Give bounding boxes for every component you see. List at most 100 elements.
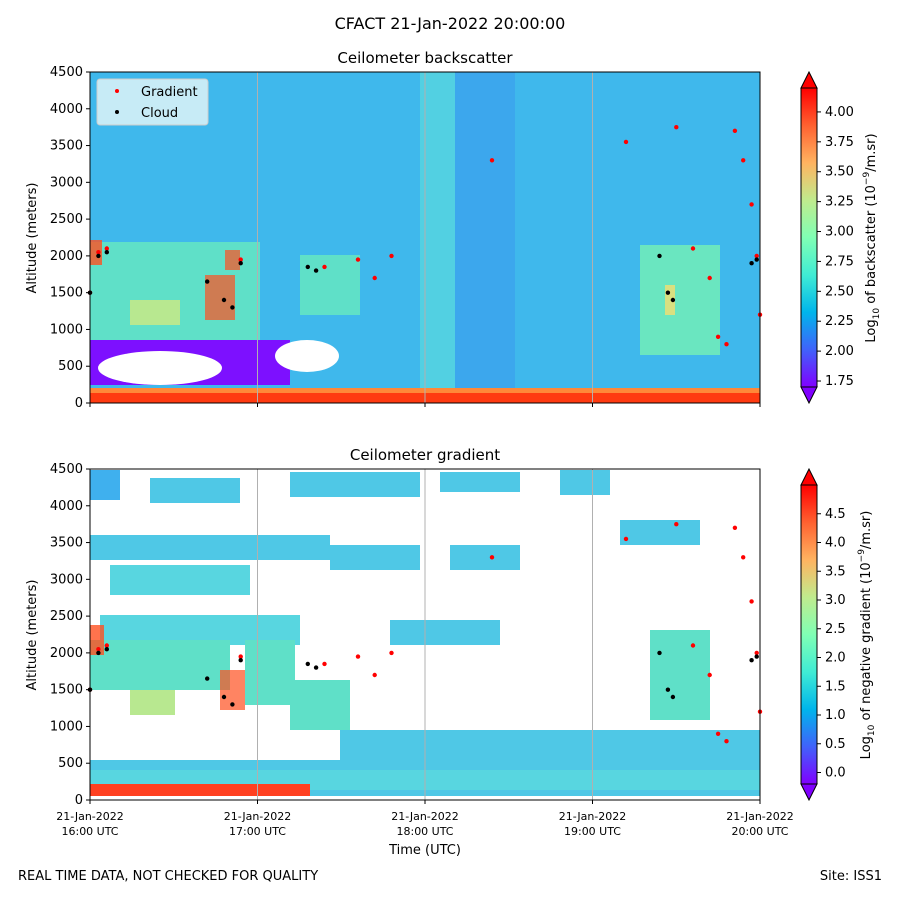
y-tick-label: 2000 <box>50 646 83 661</box>
gradient-gridlines <box>257 469 593 800</box>
x-axis-label: Time (UTC) <box>389 843 461 858</box>
colorbar-tick-label: 3.75 <box>825 135 854 150</box>
y-tick-label: 3500 <box>50 536 83 551</box>
gradient-point <box>489 555 495 560</box>
y-tick-label: 3500 <box>50 139 83 154</box>
gradient-point <box>707 275 712 281</box>
cloud-point <box>104 250 110 255</box>
gradient-point <box>355 257 361 262</box>
colorbar-tick-label: 1.5 <box>825 679 846 694</box>
y-tick-label: 1000 <box>50 322 83 337</box>
cloud-point <box>754 654 759 659</box>
gradient-point <box>322 264 327 270</box>
gradient-x-ticks: 21-Jan-2022 16:00 UTC 21-Jan-2022 17:00 UTC… <box>56 800 794 838</box>
quality-disclaimer: REAL TIME DATA, NOT CHECKED FOR QUALITY <box>18 869 319 884</box>
y-tick-label: 2500 <box>50 609 83 624</box>
colorbar-tick-label: 2.5 <box>825 622 846 637</box>
x-tick-label-time: 19:00 UTC <box>564 825 621 838</box>
backscatter-colorbar <box>800 70 818 405</box>
colorbar-tick-label: 4.5 <box>825 507 846 522</box>
gradient-point <box>749 599 754 604</box>
cloud-point <box>657 253 662 259</box>
gradient-point <box>732 525 738 530</box>
gradient-colorbar-label: Log10 of negative gradient (10−9/m.sr) <box>857 511 877 760</box>
gradient-point <box>372 672 377 678</box>
backscatter-colorbar-ticks: 1.75 2.00 2.25 2.50 2.75 3.00 3.25 3.50 3.75 4.00 <box>817 105 854 389</box>
gradient-point <box>389 650 394 656</box>
colorbar-tick-label: 3.0 <box>825 593 846 608</box>
gradient-point <box>754 650 759 656</box>
legend: Gradient Cloud <box>96 78 209 126</box>
y-tick-label: 500 <box>58 359 83 374</box>
gradient-point <box>724 342 729 347</box>
cloud-point <box>754 257 759 262</box>
site-label: Site: ISS1 <box>819 869 882 884</box>
gradient-y-ticks: 0 500 1000 1500 2000 2500 3000 3500 4000 4500 <box>50 462 90 808</box>
cloud-point <box>230 305 235 310</box>
colorbar-tick-label: 2.00 <box>825 344 854 359</box>
legend-cloud-label: Cloud <box>141 106 178 121</box>
backscatter-panel: 0 500 1000 1500 2000 2500 3000 3500 4000 4500 Alt… <box>25 65 882 411</box>
gradient-point <box>690 246 696 251</box>
backscatter-gridlines <box>257 72 593 403</box>
gradient-point <box>322 661 327 667</box>
cloud-point <box>96 650 101 656</box>
colorbar-tick-label: 3.00 <box>825 225 854 240</box>
backscatter-colorbar-label: Log10 of backscatter (10−9/m.sr) <box>862 133 882 342</box>
gradient-point <box>690 643 696 648</box>
gradient-point <box>741 555 746 560</box>
backscatter-y-axis-label: Altitude (meters) <box>25 183 40 294</box>
figure-title: CFACT 21-Jan-2022 20:00:00 <box>334 14 566 33</box>
backscatter-y-ticks: 0 500 1000 1500 2000 2500 3000 3500 4000 4500 <box>50 65 90 411</box>
gradient-point <box>674 522 679 527</box>
gradient-point <box>104 643 110 648</box>
gradient-point <box>372 275 377 281</box>
y-tick-label: 4000 <box>50 499 83 514</box>
y-tick-label: 0 <box>75 793 83 808</box>
gradient-panel: 0 500 1000 1500 2000 2500 3000 3500 4000 4500 21-… <box>25 462 877 838</box>
x-tick-label-date: 21-Jan-2022 <box>559 810 627 823</box>
cloud-point <box>670 694 676 700</box>
colorbar-tick-label: 2.25 <box>825 314 854 329</box>
colorbar-tick-label: 1.0 <box>825 708 846 723</box>
cloud-point <box>305 264 310 270</box>
gradient-colorbar-ticks: 0.0 0.5 1.0 1.5 2.0 2.5 3.0 3.5 4.0 4.5 <box>817 507 846 781</box>
backscatter-markers <box>87 125 763 347</box>
y-tick-label: 0 <box>75 396 83 411</box>
gradient-point <box>715 731 721 736</box>
gradient-point <box>96 250 101 255</box>
colorbar-tick-label: 4.0 <box>825 536 846 551</box>
gradient-point <box>754 253 759 259</box>
gradient-point <box>489 158 495 163</box>
x-tick-label-date: 21-Jan-2022 <box>391 810 459 823</box>
cloud-point <box>749 261 754 266</box>
cloud-point <box>665 687 671 692</box>
cloud-point <box>313 268 319 273</box>
y-tick-label: 3000 <box>50 175 83 190</box>
gradient-panel-title: Ceilometer gradient <box>349 446 501 464</box>
legend-gradient-label: Gradient <box>141 85 198 100</box>
y-tick-label: 2500 <box>50 212 83 227</box>
y-tick-label: 1500 <box>50 286 83 301</box>
colorbar-tick-label: 0.0 <box>825 766 846 781</box>
x-tick-label-time: 18:00 UTC <box>396 825 453 838</box>
gradient-point <box>623 536 629 542</box>
gradient-point <box>674 125 679 130</box>
gradient-point <box>724 739 729 744</box>
y-tick-label: 3000 <box>50 572 83 587</box>
colorbar-tick-label: 1.75 <box>825 374 854 389</box>
gradient-point <box>355 654 361 659</box>
y-tick-label: 4500 <box>50 462 83 477</box>
y-tick-label: 1000 <box>50 719 83 734</box>
gradient-point <box>732 128 738 133</box>
cloud-point <box>96 253 101 259</box>
colorbar-tick-label: 2.50 <box>825 284 854 299</box>
x-tick-label-date: 21-Jan-2022 <box>726 810 794 823</box>
y-tick-label: 4500 <box>50 65 83 80</box>
cloud-point <box>104 647 110 652</box>
backscatter-panel-title: Ceilometer backscatter <box>337 49 513 67</box>
colorbar-tick-label: 2.0 <box>825 651 846 666</box>
legend-gradient-marker <box>115 89 119 93</box>
x-tick-label-time: 16:00 UTC <box>61 825 118 838</box>
cloud-point <box>313 665 319 670</box>
